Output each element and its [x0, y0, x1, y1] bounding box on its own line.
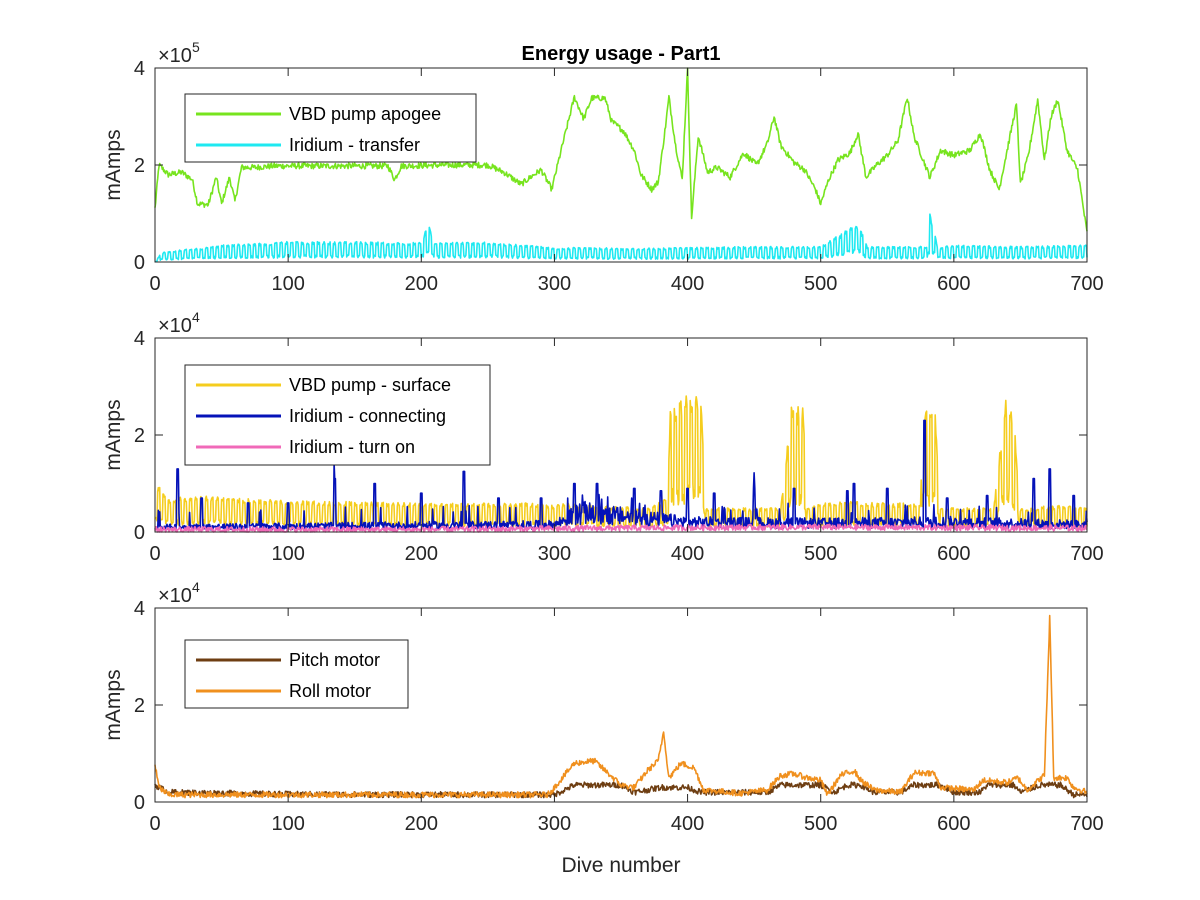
y-tick-label: 2 — [134, 695, 145, 717]
x-tick-label: 200 — [405, 813, 438, 835]
legend-box — [184, 639, 409, 709]
x-tick-label: 400 — [671, 543, 704, 565]
x-tick-label: 300 — [538, 273, 571, 295]
y-axis-label: mAmps — [102, 669, 125, 740]
x-tick-label: 500 — [804, 543, 837, 565]
series-line-roll-motor — [154, 614, 1088, 799]
y-exponent-power: 4 — [192, 309, 200, 325]
series-group — [154, 614, 1088, 799]
y-exponent-label: ×10 — [158, 585, 192, 607]
legend-entry-label: VBD pump - surface — [289, 375, 451, 395]
x-tick-label: 200 — [405, 543, 438, 565]
x-tick-label: 300 — [538, 543, 571, 565]
x-tick-label: 100 — [271, 543, 304, 565]
legend-entry-label: Iridium - connecting — [289, 406, 446, 426]
y-exponent-power: 5 — [192, 39, 200, 55]
y-tick-label: 0 — [134, 252, 145, 274]
y-tick-label: 0 — [134, 522, 145, 544]
series-line-iridium-turn-on — [154, 523, 1088, 533]
y-tick-label: 4 — [134, 328, 145, 350]
x-axis-label: Dive number — [561, 854, 680, 877]
legend-entry-label: Pitch motor — [289, 650, 380, 670]
x-tick-label: 500 — [804, 813, 837, 835]
series-group — [154, 395, 1088, 533]
y-exponent-label: ×10 — [158, 315, 192, 337]
x-tick-label: 0 — [149, 273, 160, 295]
x-tick-label: 600 — [937, 813, 970, 835]
x-tick-label: 100 — [271, 273, 304, 295]
chart-title: Energy usage - Part1 — [522, 43, 721, 65]
x-tick-label: 300 — [538, 813, 571, 835]
x-tick-label: 600 — [937, 273, 970, 295]
y-tick-label: 0 — [134, 792, 145, 814]
y-exponent-label: ×10 — [158, 45, 192, 67]
legend-entry-label: Iridium - turn on — [289, 437, 415, 457]
y-tick-label: 2 — [134, 425, 145, 447]
y-tick-label: 4 — [134, 58, 145, 80]
series-line-iridium-transfer — [154, 213, 1088, 263]
x-tick-label: 200 — [405, 273, 438, 295]
legend: VBD pump - surface Iridium - connecting Ir… — [184, 364, 491, 466]
series-line-iridium-connecting — [154, 419, 1088, 531]
x-tick-label: 700 — [1070, 543, 1103, 565]
legend-entry-label: Iridium - transfer — [289, 135, 420, 155]
legend-entry-label: VBD pump apogee — [289, 104, 441, 124]
legend-entry-label: Roll motor — [289, 681, 371, 701]
x-tick-label: 700 — [1070, 813, 1103, 835]
y-tick-label: 2 — [134, 155, 145, 177]
x-tick-label: 0 — [149, 813, 160, 835]
x-tick-label: 0 — [149, 543, 160, 565]
x-tick-label: 600 — [937, 543, 970, 565]
legend: VBD pump apogee Iridium - transfer — [184, 93, 477, 163]
x-tick-label: 400 — [671, 273, 704, 295]
y-axis-label: mAmps — [102, 129, 125, 200]
legend-box — [184, 93, 477, 163]
x-tick-label: 500 — [804, 273, 837, 295]
y-axis-label: mAmps — [102, 399, 125, 470]
x-tick-label: 400 — [671, 813, 704, 835]
series-group — [154, 67, 1088, 263]
series-line-vbd-pump-apogee — [154, 67, 1088, 232]
legend: Pitch motor Roll motor — [184, 639, 409, 709]
y-tick-label: 4 — [134, 598, 145, 620]
x-tick-label: 100 — [271, 813, 304, 835]
panel-top: 0 100 200 300 400 500 600 700 0 2 4 ×10 5 mAmps Energy… — [102, 39, 1104, 295]
y-exponent-power: 4 — [192, 579, 200, 595]
x-tick-label: 700 — [1070, 273, 1103, 295]
